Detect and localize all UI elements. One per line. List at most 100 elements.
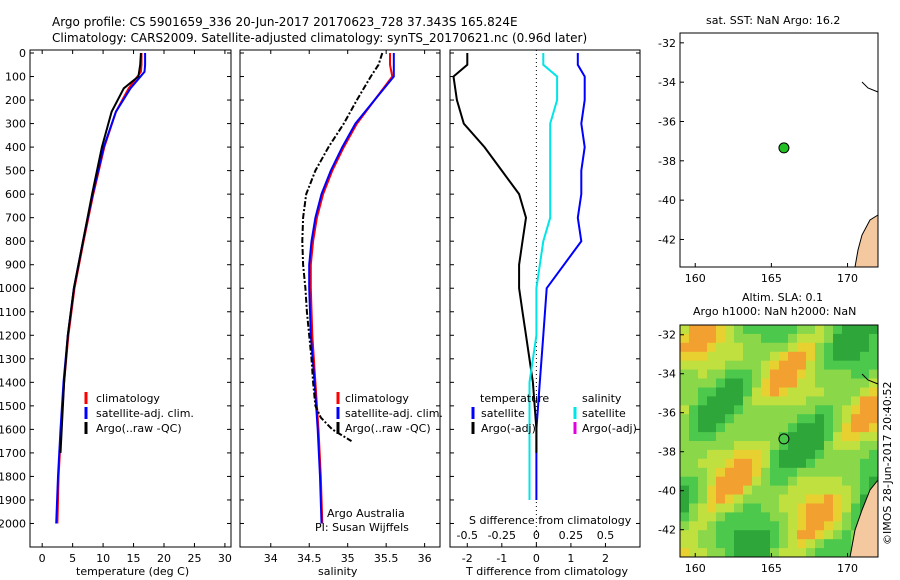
sla-cell [806,325,816,335]
sla-cell [869,405,879,415]
sla-cell [734,333,744,344]
sla-cell [707,342,717,353]
sla-cell [770,548,780,558]
sla-cell [743,378,753,388]
sla-cell [770,458,780,469]
sla-cell [815,548,825,558]
sla-cell [725,530,735,540]
sla-cell [689,387,699,397]
sla-cell [797,539,807,549]
sla-cell [869,423,879,433]
sla-cell [842,503,852,513]
sla-cell [806,333,816,344]
sla-cell [752,351,762,362]
figure-title-line2: Climatology: CARS2009. Satellite-adjuste… [52,31,587,45]
sla-cell [707,548,717,558]
sla-cell [707,449,717,460]
sla-cell [833,369,843,379]
sla-cell [725,548,735,558]
sla-cell [770,351,780,362]
sla-cell [824,512,834,522]
x-tick-label: 20 [157,552,171,565]
sla-cell [698,432,708,442]
sla-cell [752,360,762,371]
sla-cell [770,378,780,388]
sla-cell [851,333,861,344]
sla-cell [752,396,762,406]
sla-cell [743,369,753,379]
sla-cell [779,530,789,540]
series-line-satellite-adj-clim- [55,53,147,524]
sla-cell [779,325,789,335]
sla-cell [815,432,825,442]
sla-cell [716,467,726,478]
depth-tick-label: 1500 [0,400,26,413]
sla-cell [743,539,753,549]
sla-cell [689,423,699,433]
sla-cell [743,530,753,540]
sla-cell [734,378,744,388]
sla-cell [752,414,762,424]
map-y-tick-label: -32 [658,329,676,342]
sla-cell [770,423,780,433]
sla-cell [842,512,852,522]
sla-cell [698,539,708,549]
sla-cell [788,503,798,513]
sla-cell [734,342,744,353]
sla-cell [869,378,879,388]
sla-cell [761,530,771,540]
sla-cell [860,369,870,379]
sla-cell [779,449,789,460]
sla-cell [824,530,834,540]
sla-cell [761,325,771,335]
sla-cell [698,494,708,504]
sla-cell [716,530,726,540]
sla-cell [833,512,843,522]
sla-cell [680,512,690,522]
sla-cell [842,530,852,540]
sla-cell [833,530,843,540]
sla-cell [689,449,699,460]
sla-cell [698,405,708,415]
sla-cell [833,325,843,335]
sla-cell [716,396,726,406]
sla-cell [770,512,780,522]
sla-cell [824,494,834,504]
sla-cell [725,494,735,504]
sla-cell [680,441,690,451]
sla-cell [680,423,690,433]
sla-cell [689,360,699,371]
sla-cell [824,441,834,451]
sla-cell [797,512,807,522]
sla-cell [860,432,870,442]
sla-cell [698,530,708,540]
sla-cell [851,494,861,504]
sla-cell [698,476,708,487]
sla-cell [842,342,852,353]
sla-cell [851,405,861,415]
sla-cell [851,449,861,460]
sla-cell [680,342,690,353]
sla-cell [815,458,825,469]
sla-cell [869,369,879,379]
sla-cell [743,414,753,424]
sla-cell [788,467,798,478]
sla-cell [860,414,870,424]
sla-cell [725,539,735,549]
sla-cell [752,342,762,353]
sla-cell [716,405,726,415]
sla-cell [734,405,744,415]
sla-cell [815,351,825,362]
sla-cell [707,325,717,335]
sla-cell [842,405,852,415]
sla-cell [680,333,690,344]
sla-cell [716,378,726,388]
sla-cell [725,458,735,469]
sla-cell [743,485,753,495]
sla-cell [824,521,834,531]
sst-map-frame [679,32,879,268]
sla-cell [869,458,879,469]
sla-cell [761,405,771,415]
sla-cell [707,351,717,362]
sla-cell [770,414,780,424]
